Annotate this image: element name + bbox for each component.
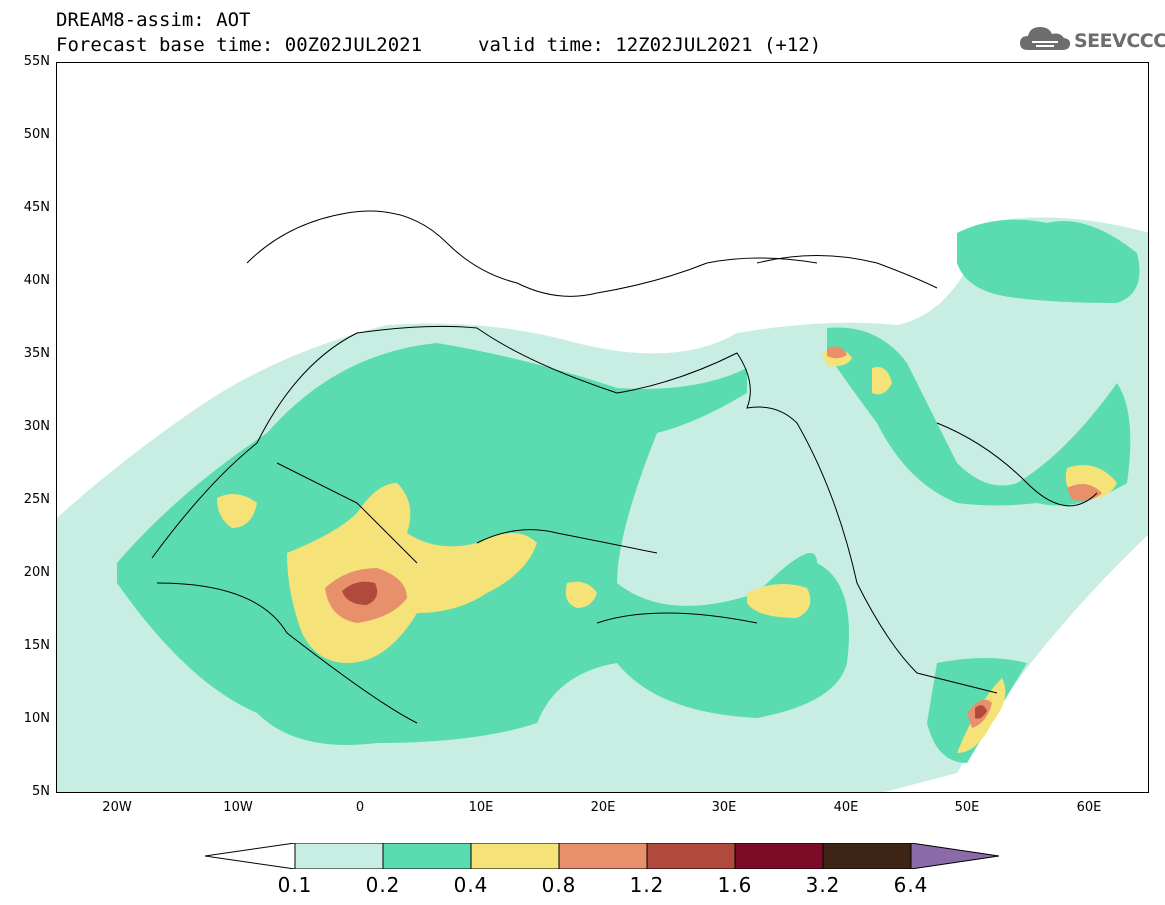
lon-label-40e: 40E [833, 800, 859, 815]
aot-band-1-2 [342, 581, 987, 719]
colorbar-label-0-1: 0.1 [277, 873, 313, 897]
lon-label-20e: 20E [590, 800, 616, 815]
lat-label-20n: 20N [23, 565, 50, 580]
lon-label-50e: 50E [954, 800, 980, 815]
colorbar-label-0-8: 0.8 [541, 873, 577, 897]
colorbar-swatch-0-4 [470, 843, 560, 869]
lat-label-25n: 25N [23, 492, 50, 507]
aot-field [57, 210, 1148, 792]
cloud-icon [1020, 27, 1071, 50]
map-title-line1: DREAM8-assim: AOT [56, 9, 251, 31]
lon-label-10e: 10E [468, 800, 494, 815]
lon-label-20w: 20W [102, 800, 132, 815]
logo-text: SEEVCCC [1074, 30, 1165, 52]
seevccc-logo: SEEVCCC [1018, 22, 1165, 58]
colorbar-label-0-4: 0.4 [453, 873, 489, 897]
valid-time-label: valid time: 12Z02JUL2021 (+12) [478, 34, 822, 56]
coastlines [151, 210, 1098, 724]
colorbar-swatch-0-8 [558, 843, 648, 869]
colorbar-label-0-2: 0.2 [365, 873, 401, 897]
lat-label-15n: 15N [23, 638, 50, 653]
colorbar-label-1-2: 1.2 [629, 873, 665, 897]
aot-map [56, 62, 1149, 793]
colorbar-swatch-0-1 [294, 843, 384, 869]
colorbar-label-3-2: 3.2 [805, 873, 841, 897]
colorbar-label-6-4: 6.4 [893, 873, 929, 897]
colorbar-swatch-0-2 [382, 843, 472, 869]
colorbar-label-1-6: 1.6 [717, 873, 753, 897]
lat-label-30n: 30N [23, 419, 50, 434]
lat-label-40n: 40N [23, 273, 50, 288]
lon-label-30e: 30E [711, 800, 737, 815]
lat-label-5n: 5N [32, 784, 50, 799]
colorbar-swatch-3-2 [822, 843, 912, 869]
lat-label-50n: 50N [23, 127, 50, 142]
lon-label-0: 0 [355, 800, 365, 815]
colorbar [205, 843, 1000, 869]
colorbar-arrow-low [205, 843, 296, 869]
colorbar-arrow-high [910, 843, 1000, 869]
lon-label-60e: 60E [1076, 800, 1102, 815]
lat-label-35n: 35N [23, 346, 50, 361]
lat-label-45n: 45N [23, 200, 50, 215]
lon-label-10w: 10W [223, 800, 253, 815]
colorbar-swatch-1-6 [734, 843, 824, 869]
aot-band-0-8 [325, 346, 1102, 728]
map-title-line2: Forecast base time: 00Z02JUL2021 [56, 34, 423, 56]
lat-label-55n: 55N [23, 54, 50, 69]
lat-label-10n: 10N [23, 711, 50, 726]
colorbar-swatch-1-2 [646, 843, 736, 869]
